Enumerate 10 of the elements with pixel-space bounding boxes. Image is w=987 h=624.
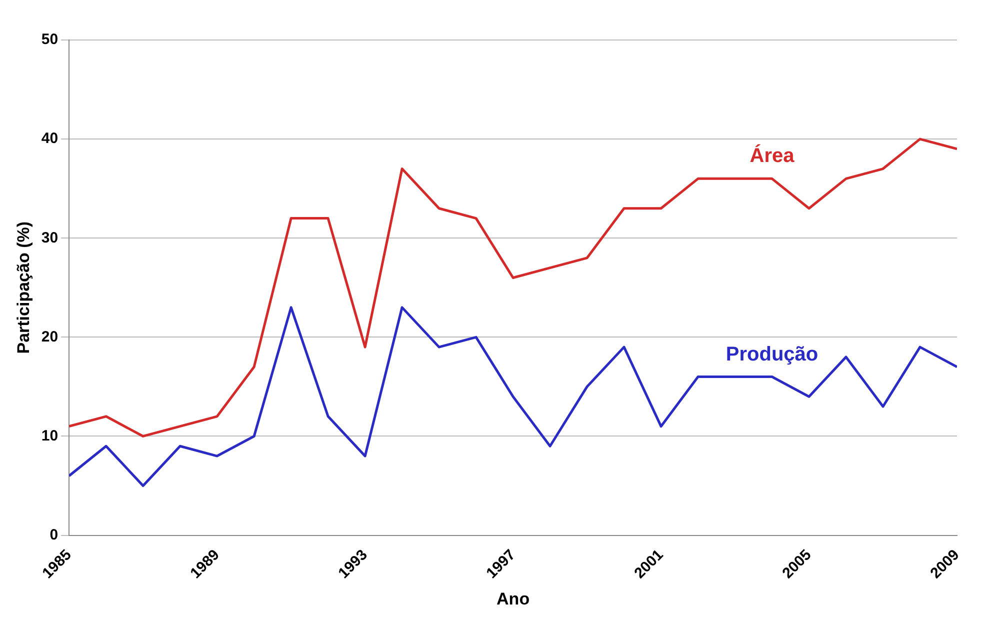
y-tick-label: 30 (41, 229, 58, 246)
y-tick-label: 10 (41, 427, 58, 444)
y-axis-title: Participação (%) (14, 222, 33, 354)
y-tick-label: 50 (41, 31, 58, 48)
y-tick-label: 20 (41, 328, 58, 346)
series-label: Produção (726, 343, 818, 366)
series-label: Área (750, 144, 796, 168)
y-tick-label: 0 (50, 526, 58, 544)
x-axis-title: Ano (496, 589, 530, 608)
y-tick-label: 40 (41, 130, 58, 148)
